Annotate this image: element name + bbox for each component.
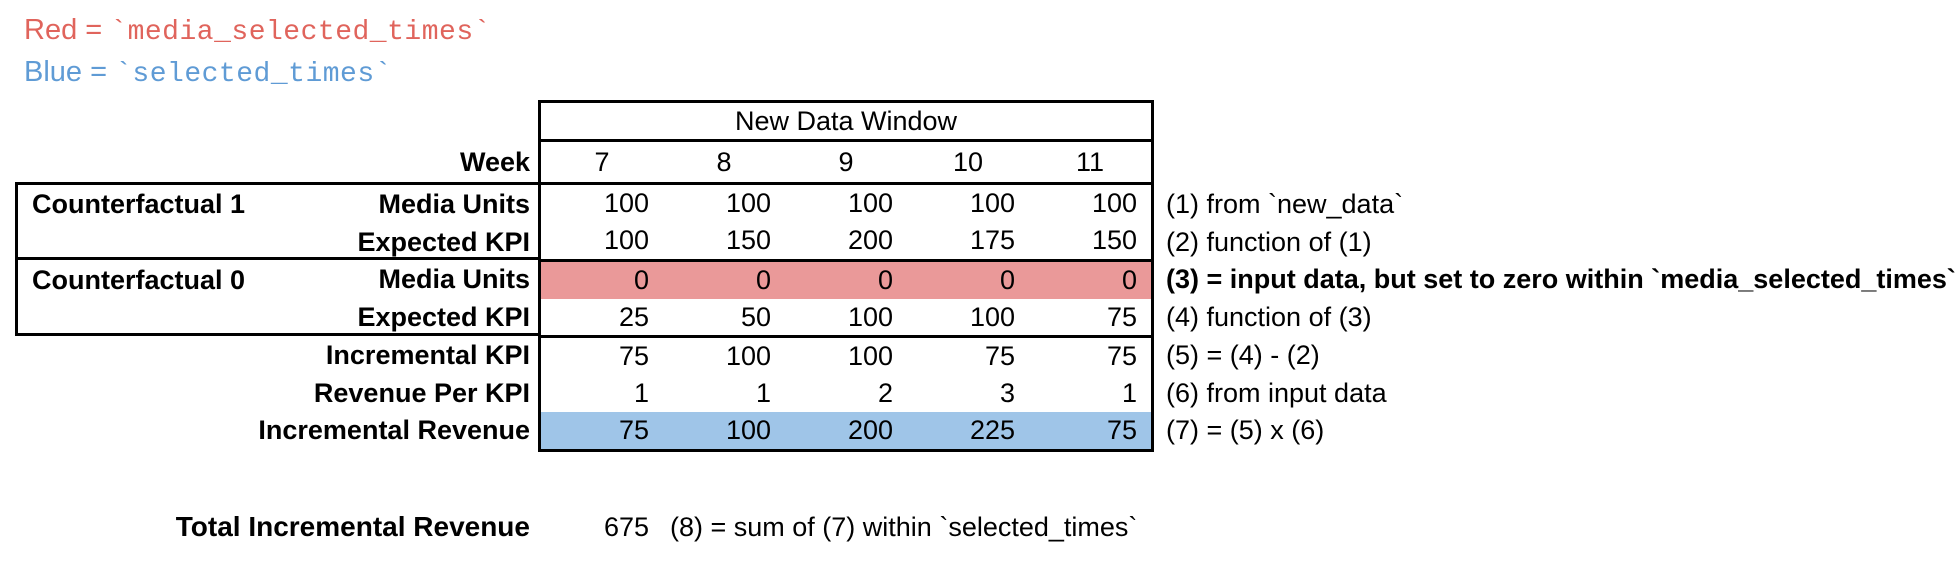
- note-2: (2) function of (1): [1166, 227, 1372, 257]
- cell: 225: [969, 415, 1015, 446]
- cell: 100: [847, 341, 893, 372]
- cell: 100: [725, 187, 771, 218]
- row-media-units-cf0-highlight-red: 0 0 0 0 0: [541, 258, 1151, 299]
- counterfactual-0-box: [15, 260, 538, 336]
- cell: 100: [603, 187, 649, 218]
- row-label-media-units-cf1: Media Units: [378, 189, 530, 219]
- legend-blue-code: `selected_times`: [115, 59, 392, 90]
- row-label-expected-kpi-cf1: Expected KPI: [357, 227, 530, 257]
- cell: 75: [984, 341, 1015, 372]
- cell: 1: [755, 378, 771, 409]
- cell: 100: [969, 301, 1015, 332]
- week-number: 9: [838, 146, 854, 177]
- note-7: (7) = (5) x (6): [1166, 415, 1325, 445]
- cell: 0: [877, 264, 893, 295]
- cell: 0: [999, 264, 1015, 295]
- cell: 50: [740, 301, 771, 332]
- note-1: (1) from `new_data`: [1166, 189, 1404, 219]
- cell: 25: [618, 301, 649, 332]
- legend-red-code: `media_selected_times`: [110, 17, 491, 48]
- row-label-incremental-kpi: Incremental KPI: [325, 340, 530, 370]
- cell: 0: [755, 264, 771, 295]
- note-8: (8) = sum of (7) within `selected_times`: [670, 512, 1138, 542]
- week-row-label: Week: [459, 147, 530, 177]
- week-number: 7: [594, 146, 610, 177]
- cell: 75: [1106, 301, 1137, 332]
- cell: 75: [1106, 415, 1137, 446]
- cell: 3: [999, 378, 1015, 409]
- row-expected-kpi-cf0: 25 50 100 100 75: [541, 299, 1151, 336]
- cell: 150: [1091, 224, 1137, 255]
- cell: 2: [877, 378, 893, 409]
- row-label-incremental-revenue: Incremental Revenue: [258, 415, 530, 445]
- legend-red-line: Red = `media_selected_times`: [24, 12, 491, 48]
- cell: 100: [603, 224, 649, 255]
- row-label-expected-kpi-cf0: Expected KPI: [357, 302, 530, 332]
- note-4: (4) function of (3): [1166, 302, 1372, 332]
- counterfactual-1-box: [15, 182, 538, 260]
- row-incremental-revenue-highlight-blue: 75 100 200 225 75: [541, 412, 1151, 450]
- cell: 100: [725, 341, 771, 372]
- row-revenue-per-kpi: 1 1 2 3 1: [541, 375, 1151, 412]
- legend-red-word: Red: [24, 14, 78, 46]
- row-label-media-units-cf0: Media Units: [378, 264, 530, 294]
- cell: 75: [618, 341, 649, 372]
- row-media-units-cf1: 100 100 100 100 100: [541, 185, 1151, 222]
- cell: 1: [1121, 378, 1137, 409]
- total-incremental-revenue-label: Total Incremental Revenue: [175, 511, 530, 542]
- week-number: 10: [952, 146, 984, 177]
- week-number: 11: [1075, 146, 1105, 177]
- row-label-revenue-per-kpi: Revenue Per KPI: [313, 378, 530, 408]
- cell: 100: [1091, 187, 1137, 218]
- data-window-header: New Data Window: [541, 103, 1151, 142]
- cell: 100: [847, 301, 893, 332]
- cell: 200: [847, 415, 893, 446]
- legend-red-equals: =: [77, 14, 111, 46]
- cell: 200: [847, 224, 893, 255]
- cell: 150: [725, 224, 771, 255]
- value-rows: 100 100 100 100 100 100 150 200 175 150 …: [541, 185, 1151, 450]
- cell: 75: [1106, 341, 1137, 372]
- counterfactual-0-label: Counterfactual 0: [32, 265, 246, 295]
- note-3: (3) = input data, but set to zero within…: [1166, 264, 1956, 294]
- cell: 0: [1121, 264, 1137, 295]
- week-number: 8: [716, 146, 732, 177]
- note-5: (5) = (4) - (2): [1166, 340, 1320, 370]
- cell: 100: [969, 187, 1015, 218]
- cell: 175: [969, 224, 1015, 255]
- total-incremental-revenue-value: 675: [603, 512, 649, 542]
- counterfactual-1-label: Counterfactual 1: [32, 189, 246, 219]
- legend-blue-line: Blue = `selected_times`: [24, 54, 392, 90]
- data-window-table: New Data Window 7 8 9 10 11 100 100 100 …: [538, 100, 1154, 452]
- row-expected-kpi-cf1: 100 150 200 175 150: [541, 222, 1151, 259]
- row-incremental-kpi: 75 100 100 75 75: [541, 335, 1151, 375]
- legend-blue-equals: =: [82, 56, 116, 88]
- cell: 100: [725, 415, 771, 446]
- note-6: (6) from input data: [1166, 378, 1387, 408]
- cell: 75: [618, 415, 649, 446]
- cell: 0: [633, 264, 649, 295]
- week-number-row: 7 8 9 10 11: [541, 142, 1151, 185]
- cell: 100: [847, 187, 893, 218]
- legend-blue-word: Blue: [24, 56, 83, 88]
- cell: 1: [633, 378, 649, 409]
